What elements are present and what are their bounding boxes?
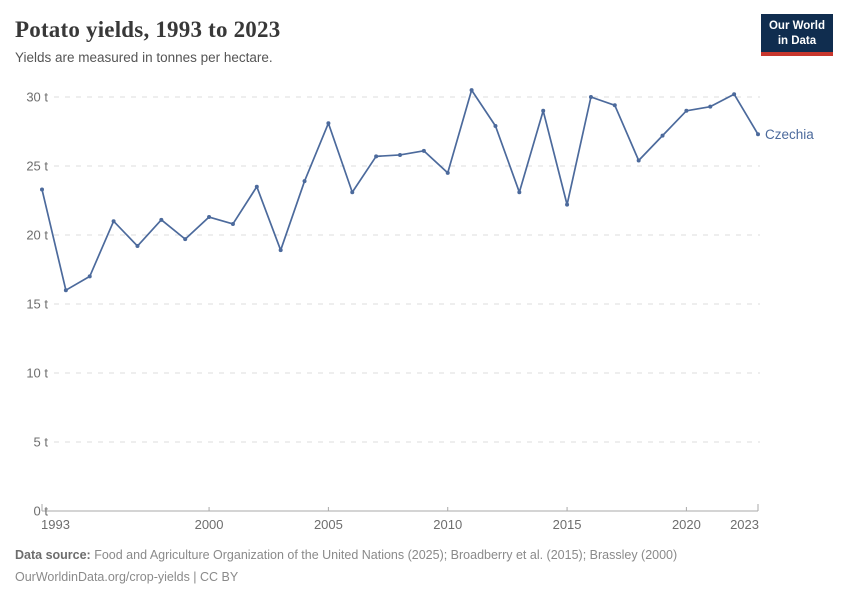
owid-logo-line2: in Data [777, 34, 817, 47]
chart-title: Potato yields, 1993 to 2023 [15, 17, 281, 42]
data-point-marker [374, 154, 379, 159]
data-point-marker [445, 170, 450, 175]
y-axis-tick-label: 5 t [34, 435, 49, 450]
y-axis-tick-label: 25 t [26, 159, 48, 174]
data-point-marker [588, 95, 593, 99]
x-axis-tick-label: 2000 [195, 517, 224, 532]
chart-footer: Data source: Food and Agriculture Organi… [15, 545, 835, 588]
data-point-marker [326, 121, 331, 126]
data-point-marker [230, 221, 235, 226]
y-axis-tick-label: 0 t [34, 504, 49, 519]
x-axis-tick-label: 2015 [553, 517, 582, 532]
data-point-marker [111, 219, 116, 224]
series-line [41, 89, 759, 292]
line-chart-canvas: 0 t 5 t 10 t 15 t 20 t 25 t 30 t 1993 2000 2005 20… [26, 88, 814, 532]
data-source-line: Data source: Food and Agriculture Organi… [15, 545, 835, 567]
data-point-marker [350, 190, 355, 195]
data-point-marker [708, 104, 713, 109]
y-axis-tick-label: 10 t [26, 366, 48, 381]
data-point-marker [183, 237, 188, 242]
data-point-marker [565, 202, 570, 207]
owid-logo-line1: Our World [768, 20, 825, 32]
data-point-marker [517, 190, 522, 195]
data-point-marker [421, 148, 426, 153]
data-point-marker [541, 108, 546, 113]
data-point-marker [612, 103, 617, 108]
footer-link-line[interactable]: OurWorldinData.org/crop-yields | CC BY [15, 569, 239, 584]
owid-logo[interactable]: Our World in Data [760, 14, 833, 56]
data-point-marker [302, 179, 307, 184]
x-axis-tick-label: 2005 [314, 517, 343, 532]
data-point-marker [469, 88, 474, 93]
data-point-marker [207, 215, 212, 220]
data-point-marker [40, 187, 44, 192]
data-point-marker [159, 217, 164, 222]
data-source-label: Data source: [15, 548, 91, 562]
x-axis-tick-label: 2020 [672, 517, 701, 532]
x-axis-tick-label: 1993 [41, 517, 70, 532]
data-point-marker [493, 123, 498, 128]
data-point-marker [135, 244, 140, 249]
data-point-marker [756, 132, 760, 137]
chart-subtitle: Yields are measured in tonnes per hectar… [15, 50, 273, 65]
x-axis-tick-label: 2023 [730, 517, 759, 532]
y-axis-tick-label: 15 t [26, 297, 48, 312]
data-point-marker [398, 152, 402, 157]
series-label-czechia[interactable]: Czechia [765, 127, 814, 142]
data-point-marker [636, 158, 641, 163]
data-source-text: Food and Agriculture Organization of the… [94, 548, 678, 562]
data-point-marker [732, 92, 737, 97]
x-axis-tick-label: 2010 [433, 517, 462, 532]
y-axis-tick-label: 20 t [26, 228, 48, 243]
data-point-marker [660, 133, 665, 138]
data-point-marker [63, 288, 68, 293]
chart-header: Potato yields, 1993 to 2023 Yields are m… [0, 0, 850, 65]
line-chart-figure: 0 t 5 t 10 t 15 t 20 t 25 t 30 t 1993 2000 2005 20… [0, 80, 850, 540]
data-point-marker [684, 108, 689, 113]
data-point-marker [278, 248, 283, 253]
y-axis-tick-label: 30 t [26, 90, 48, 105]
data-point-marker [87, 274, 92, 279]
data-point-marker [254, 184, 259, 189]
